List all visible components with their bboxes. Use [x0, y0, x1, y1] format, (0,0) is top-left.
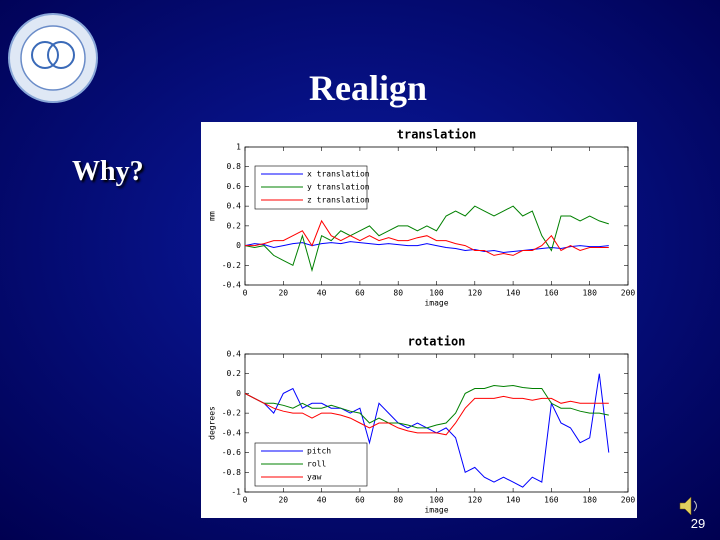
series-line [244, 205, 609, 273]
y-tick-label: 0.8 [227, 162, 242, 171]
y-axis-label: degrees [208, 406, 217, 440]
x-tick-label: 0 [243, 496, 248, 505]
x-tick-label: 160 [544, 496, 559, 505]
series-line [245, 219, 609, 256]
x-tick-label: 120 [468, 496, 483, 505]
x-tick-label: 140 [506, 496, 521, 505]
slide-title: Realign [309, 68, 427, 108]
x-tick-label: 80 [393, 496, 403, 505]
y-tick-label: -0.2 [222, 261, 241, 270]
x-tick-label: 120 [468, 289, 483, 298]
y-tick-label: -0.4 [222, 428, 241, 437]
y-tick-label: 0 [236, 389, 241, 398]
x-tick-label: 20 [278, 496, 288, 505]
x-tick-label: 160 [544, 289, 559, 298]
speaker-icon [679, 496, 697, 516]
x-tick-label: 100 [429, 289, 444, 298]
y-tick-label: 0.2 [227, 221, 242, 230]
bullet: Why? [72, 156, 144, 187]
x-axis-label: image [424, 299, 448, 308]
page-number: 29 [691, 516, 705, 531]
series-line [244, 392, 609, 436]
y-tick-label: -0.2 [222, 409, 241, 418]
x-tick-label: 100 [429, 496, 444, 505]
legend-label: yaw [307, 473, 322, 482]
y-tick-label: -0.4 [222, 281, 241, 290]
x-tick-label: 200 [621, 289, 636, 298]
x-tick-label: 60 [355, 289, 365, 298]
x-tick-label: 80 [393, 289, 403, 298]
y-tick-label: 1 [236, 143, 241, 152]
x-tick-label: 60 [355, 496, 365, 505]
y-tick-label: 0.2 [227, 369, 242, 378]
y-tick-label: -0.6 [222, 448, 241, 457]
x-tick-label: 180 [582, 496, 597, 505]
legend-label: y translation [307, 183, 370, 192]
x-axis-label: image [424, 506, 448, 515]
y-tick-label: 0.4 [227, 202, 242, 211]
x-tick-label: 40 [317, 289, 327, 298]
chart-title: translation [397, 128, 476, 142]
x-tick-label: 140 [506, 289, 521, 298]
chart-title: rotation [408, 335, 466, 349]
x-tick-label: 20 [278, 289, 288, 298]
legend-label: x translation [307, 170, 370, 179]
y-tick-label: -1 [231, 488, 241, 497]
x-tick-label: 200 [621, 496, 636, 505]
y-tick-label: -0.8 [222, 468, 241, 477]
legend-label: z translation [307, 196, 370, 205]
y-tick-label: 0 [236, 241, 241, 250]
x-tick-label: 0 [243, 289, 248, 298]
logo [8, 13, 98, 103]
y-tick-label: 0.4 [227, 350, 242, 359]
y-axis-label: mm [208, 211, 217, 221]
y-tick-label: 0.6 [227, 182, 242, 191]
legend-label: roll [307, 460, 326, 469]
x-tick-label: 40 [317, 496, 327, 505]
x-tick-label: 180 [582, 289, 597, 298]
legend-label: pitch [307, 447, 331, 456]
series-line [244, 241, 609, 254]
